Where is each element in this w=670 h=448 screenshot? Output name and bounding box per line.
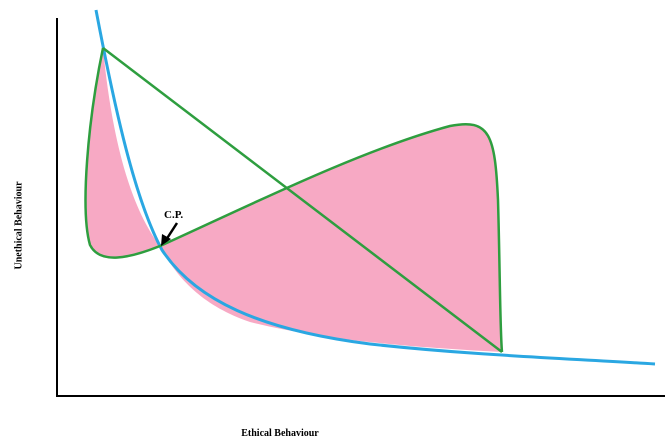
x-axis-label: Ethical Behaviour [241, 428, 319, 439]
green-loop-curve [84, 47, 504, 353]
green-straight-line [102, 47, 503, 353]
y-axis-label: Unethical Behaviour [10, 110, 28, 340]
cp-annotation: C.P. [164, 209, 183, 221]
y-axis-label-text: Unethical Behaviour [13, 180, 25, 270]
cp-arrow-icon [161, 222, 179, 246]
shaded-region-right [160, 124, 502, 352]
shaded-region-left [85, 48, 160, 258]
blue-curve [94, 9, 656, 366]
